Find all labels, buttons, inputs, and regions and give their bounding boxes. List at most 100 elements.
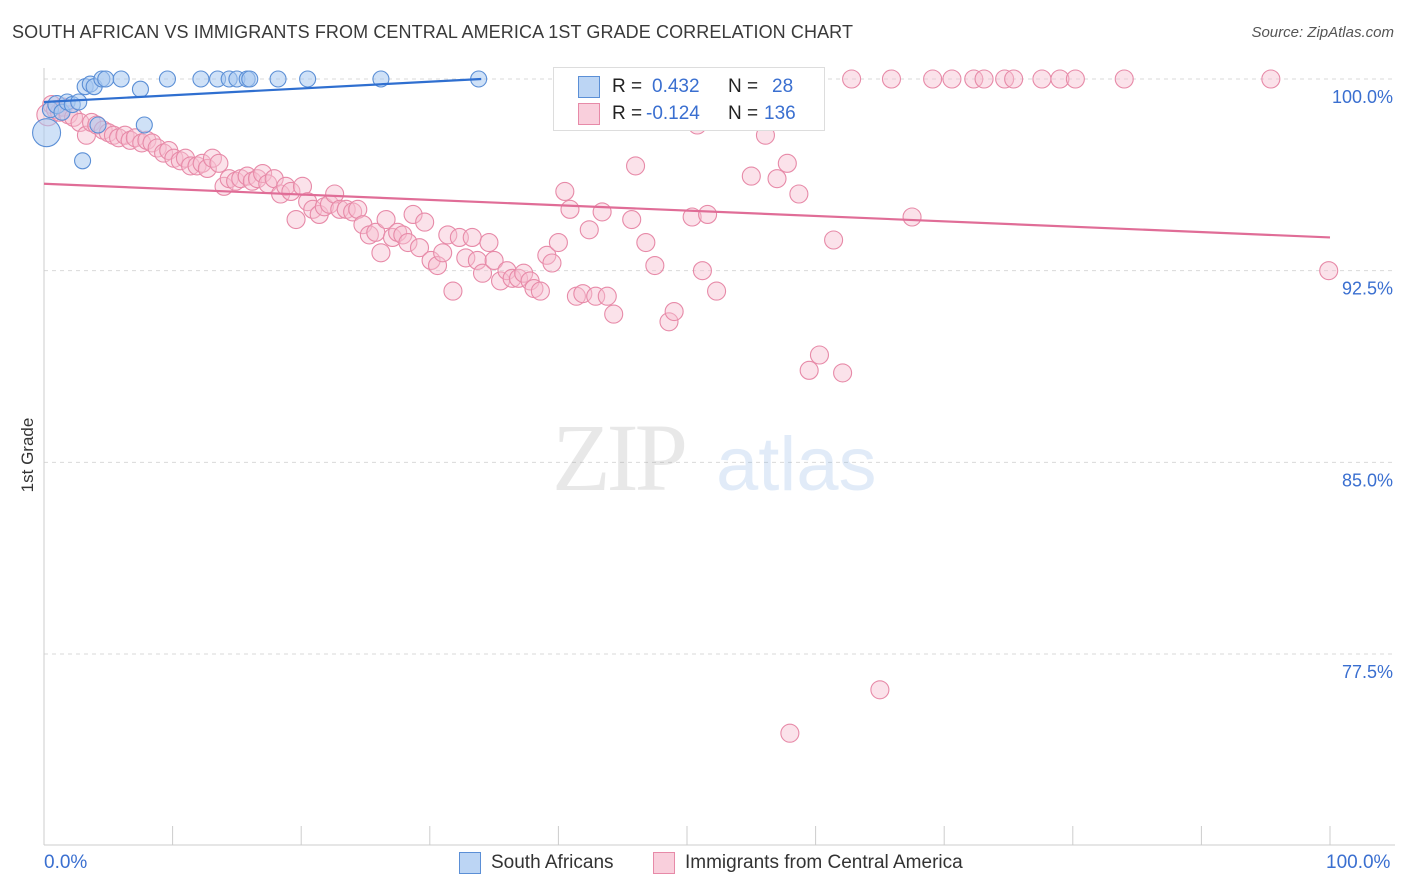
data-point (120, 130, 140, 150)
data-point (707, 281, 727, 301)
data-point (158, 70, 177, 88)
legend-n-label: N = (728, 103, 759, 124)
data-point (281, 181, 301, 201)
y-tick-label: 77.5% (1342, 662, 1393, 682)
data-point (664, 302, 684, 322)
legend-swatch-pink (578, 103, 600, 125)
y-tick-labels: 100.0% 92.5% 85.0% 77.5% (1332, 87, 1393, 682)
data-point (132, 133, 152, 153)
data-point (542, 253, 562, 273)
data-point (443, 281, 463, 301)
legend-swatch-blue (459, 852, 481, 874)
data-point (741, 166, 761, 186)
data-point (923, 69, 943, 89)
data-point (74, 152, 92, 170)
data-point (645, 256, 665, 276)
data-point (348, 199, 368, 219)
data-point (514, 263, 534, 283)
legend-swatch-blue (578, 76, 600, 98)
data-point (881, 69, 902, 89)
trend-line-south-africans (43, 77, 482, 104)
data-point (70, 93, 88, 111)
data-point (462, 227, 482, 247)
legend-item-central-america[interactable]: Immigrants from Central America (653, 852, 963, 874)
legend-swatch-pink (653, 852, 675, 874)
x-tick-label-min: 0.0% (44, 852, 88, 873)
data-point (325, 184, 345, 204)
data-point (592, 202, 612, 222)
data-point (622, 210, 642, 230)
data-point (192, 70, 210, 88)
data-point (604, 304, 624, 324)
grid-lines (44, 78, 1395, 655)
data-point (299, 70, 317, 88)
data-point (112, 70, 130, 88)
legend-r-value: -0.124 (646, 103, 700, 124)
data-point (343, 202, 363, 222)
data-point (97, 70, 115, 88)
data-point (484, 250, 504, 270)
legend-r-label: R = (612, 76, 643, 97)
data-point (403, 204, 423, 224)
data-point (371, 243, 391, 263)
data-point (314, 197, 334, 217)
data-point (586, 286, 606, 306)
data-point (209, 153, 229, 173)
y-tick-label: 92.5% (1342, 279, 1393, 299)
data-point (286, 210, 306, 230)
data-point (181, 156, 201, 176)
legend-n-value: 28 (772, 76, 794, 97)
data-point (421, 250, 441, 270)
data-point (472, 263, 493, 283)
data-point (197, 158, 217, 178)
data-point (147, 138, 167, 158)
x-tick-label-max: 100.0% (1326, 852, 1391, 873)
data-point (415, 212, 435, 232)
y-tick-label: 85.0% (1342, 470, 1393, 490)
legend-item-south-africans[interactable]: South Africans (459, 852, 614, 874)
data-point (131, 80, 149, 98)
data-point (276, 176, 296, 196)
data-point (1319, 261, 1339, 281)
data-point (226, 171, 246, 191)
data-point (974, 69, 994, 89)
data-point (1065, 69, 1085, 89)
data-point (777, 153, 797, 173)
data-point (467, 250, 487, 270)
data-point (202, 148, 223, 168)
series-south-africans (32, 70, 488, 170)
data-point (388, 222, 408, 242)
data-point (659, 312, 679, 332)
data-point (242, 171, 262, 191)
data-point (1050, 69, 1070, 89)
legend-r-value: 0.432 (652, 76, 700, 97)
data-point (1004, 69, 1024, 89)
legend-n-label: N = (728, 76, 759, 97)
data-point (1032, 69, 1052, 89)
data-point (698, 204, 718, 224)
data-point (376, 210, 396, 230)
data-point (89, 116, 107, 134)
series-immigrants-central-america (36, 69, 1339, 743)
data-point (902, 207, 922, 227)
legend-r-label: R = (612, 103, 643, 124)
data-point (870, 680, 890, 700)
data-point (809, 345, 830, 365)
legend-n-value: 136 (764, 103, 796, 124)
legend-label: Immigrants from Central America (685, 852, 963, 873)
data-point (780, 723, 800, 743)
data-point (626, 156, 646, 176)
data-point (579, 220, 599, 240)
data-point (32, 118, 62, 148)
data-point (682, 207, 702, 227)
series-legend: South Africans Immigrants from Central A… (0, 852, 1406, 878)
data-point (1114, 69, 1134, 89)
data-point (597, 286, 617, 306)
watermark-zip: ZIP (552, 404, 685, 511)
watermark: ZIP atlas (552, 404, 877, 511)
data-point (842, 69, 862, 89)
y-tick-label: 100.0% (1332, 87, 1393, 107)
data-point (530, 281, 550, 301)
data-point (433, 243, 453, 263)
data-point (409, 238, 430, 258)
